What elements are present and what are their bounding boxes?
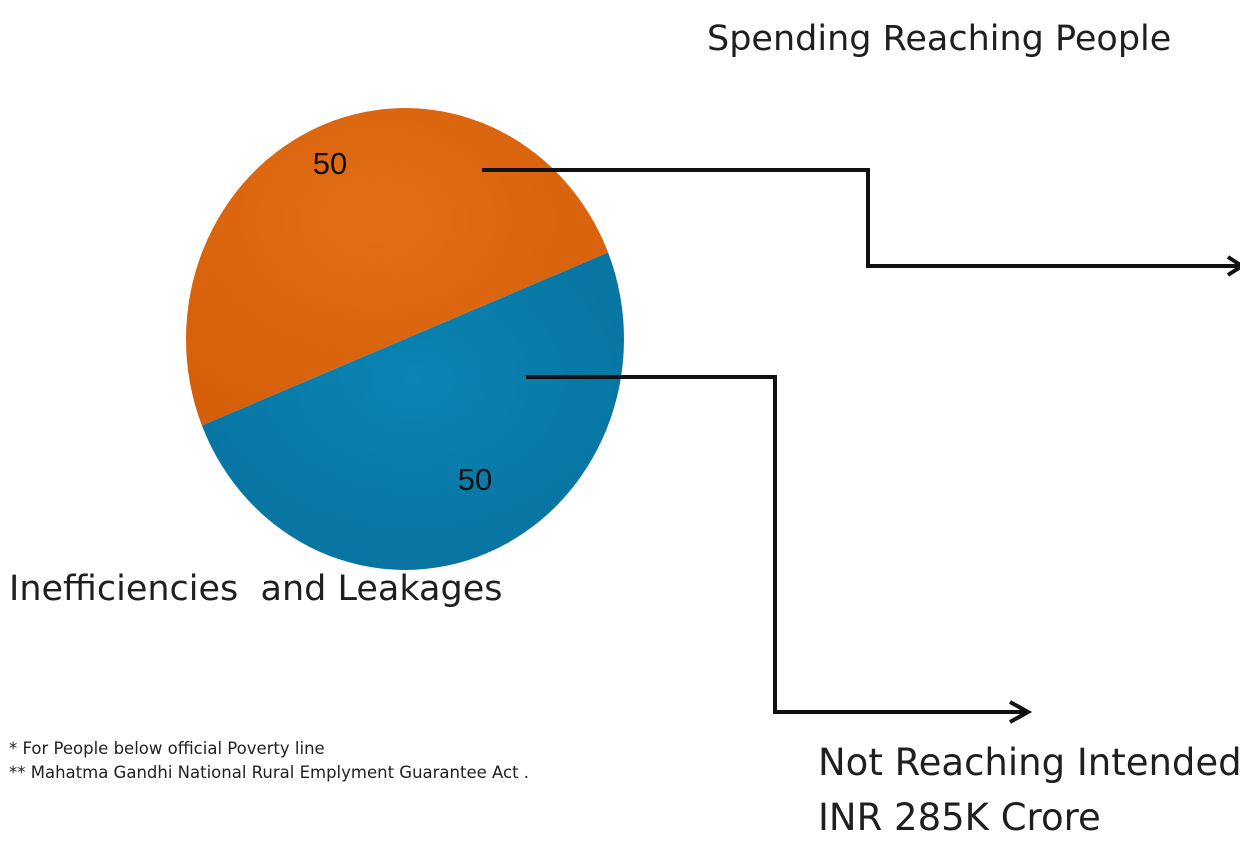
label-not-reaching-intended: Not Reaching Intended INR 285K Crore bbox=[818, 735, 1240, 845]
label-inr-285k-crore: INR 285K Crore bbox=[818, 796, 1101, 839]
label-not-reaching-line1: Not Reaching Intended bbox=[818, 741, 1240, 784]
footnote-poverty-line: * For People below official Poverty line bbox=[9, 739, 325, 758]
connector-arrowhead-orange bbox=[1226, 255, 1240, 277]
pie-data-label: 50 bbox=[313, 146, 347, 181]
pie-slice-orange bbox=[185, 108, 609, 426]
connector-line-orange bbox=[482, 168, 1240, 268]
heading-spending-reaching-people: Spending Reaching People bbox=[707, 19, 1172, 59]
footnotes: * For People below official Poverty line… bbox=[9, 737, 529, 785]
pie-data-label: 50 bbox=[458, 462, 492, 497]
pie-slice-blue bbox=[201, 252, 625, 570]
label-inefficiencies-leakages: Inefficiencies and Leakages bbox=[9, 569, 503, 609]
footnote-mgnrega: ** Mahatma Gandhi National Rural Emplyme… bbox=[9, 763, 530, 782]
connector-line-blue bbox=[526, 375, 1025, 714]
connector-arrowhead-blue bbox=[1009, 700, 1033, 724]
